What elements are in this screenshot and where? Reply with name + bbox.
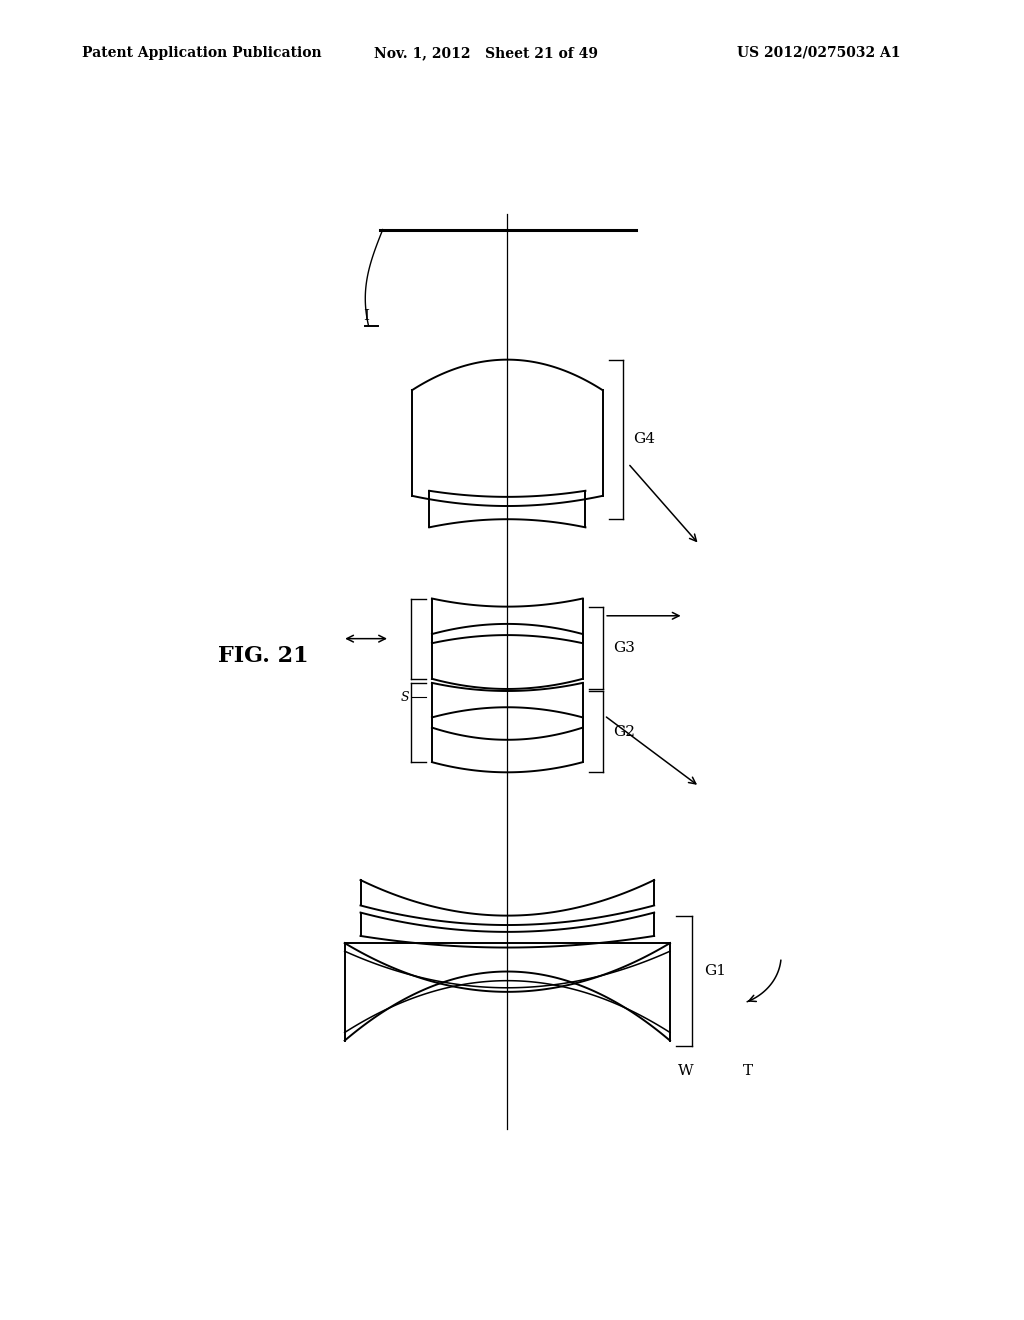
Text: Nov. 1, 2012   Sheet 21 of 49: Nov. 1, 2012 Sheet 21 of 49 <box>374 46 598 59</box>
Text: US 2012/0275032 A1: US 2012/0275032 A1 <box>737 46 901 59</box>
Text: T: T <box>742 1064 753 1078</box>
Text: G4: G4 <box>633 433 654 446</box>
Text: G1: G1 <box>705 964 726 978</box>
Text: Patent Application Publication: Patent Application Publication <box>82 46 322 59</box>
Text: FIG. 21: FIG. 21 <box>217 645 308 668</box>
Text: S: S <box>401 690 410 704</box>
Text: W: W <box>678 1064 693 1078</box>
Text: G3: G3 <box>613 640 635 655</box>
Text: G2: G2 <box>613 725 635 739</box>
Text: I: I <box>364 309 369 323</box>
